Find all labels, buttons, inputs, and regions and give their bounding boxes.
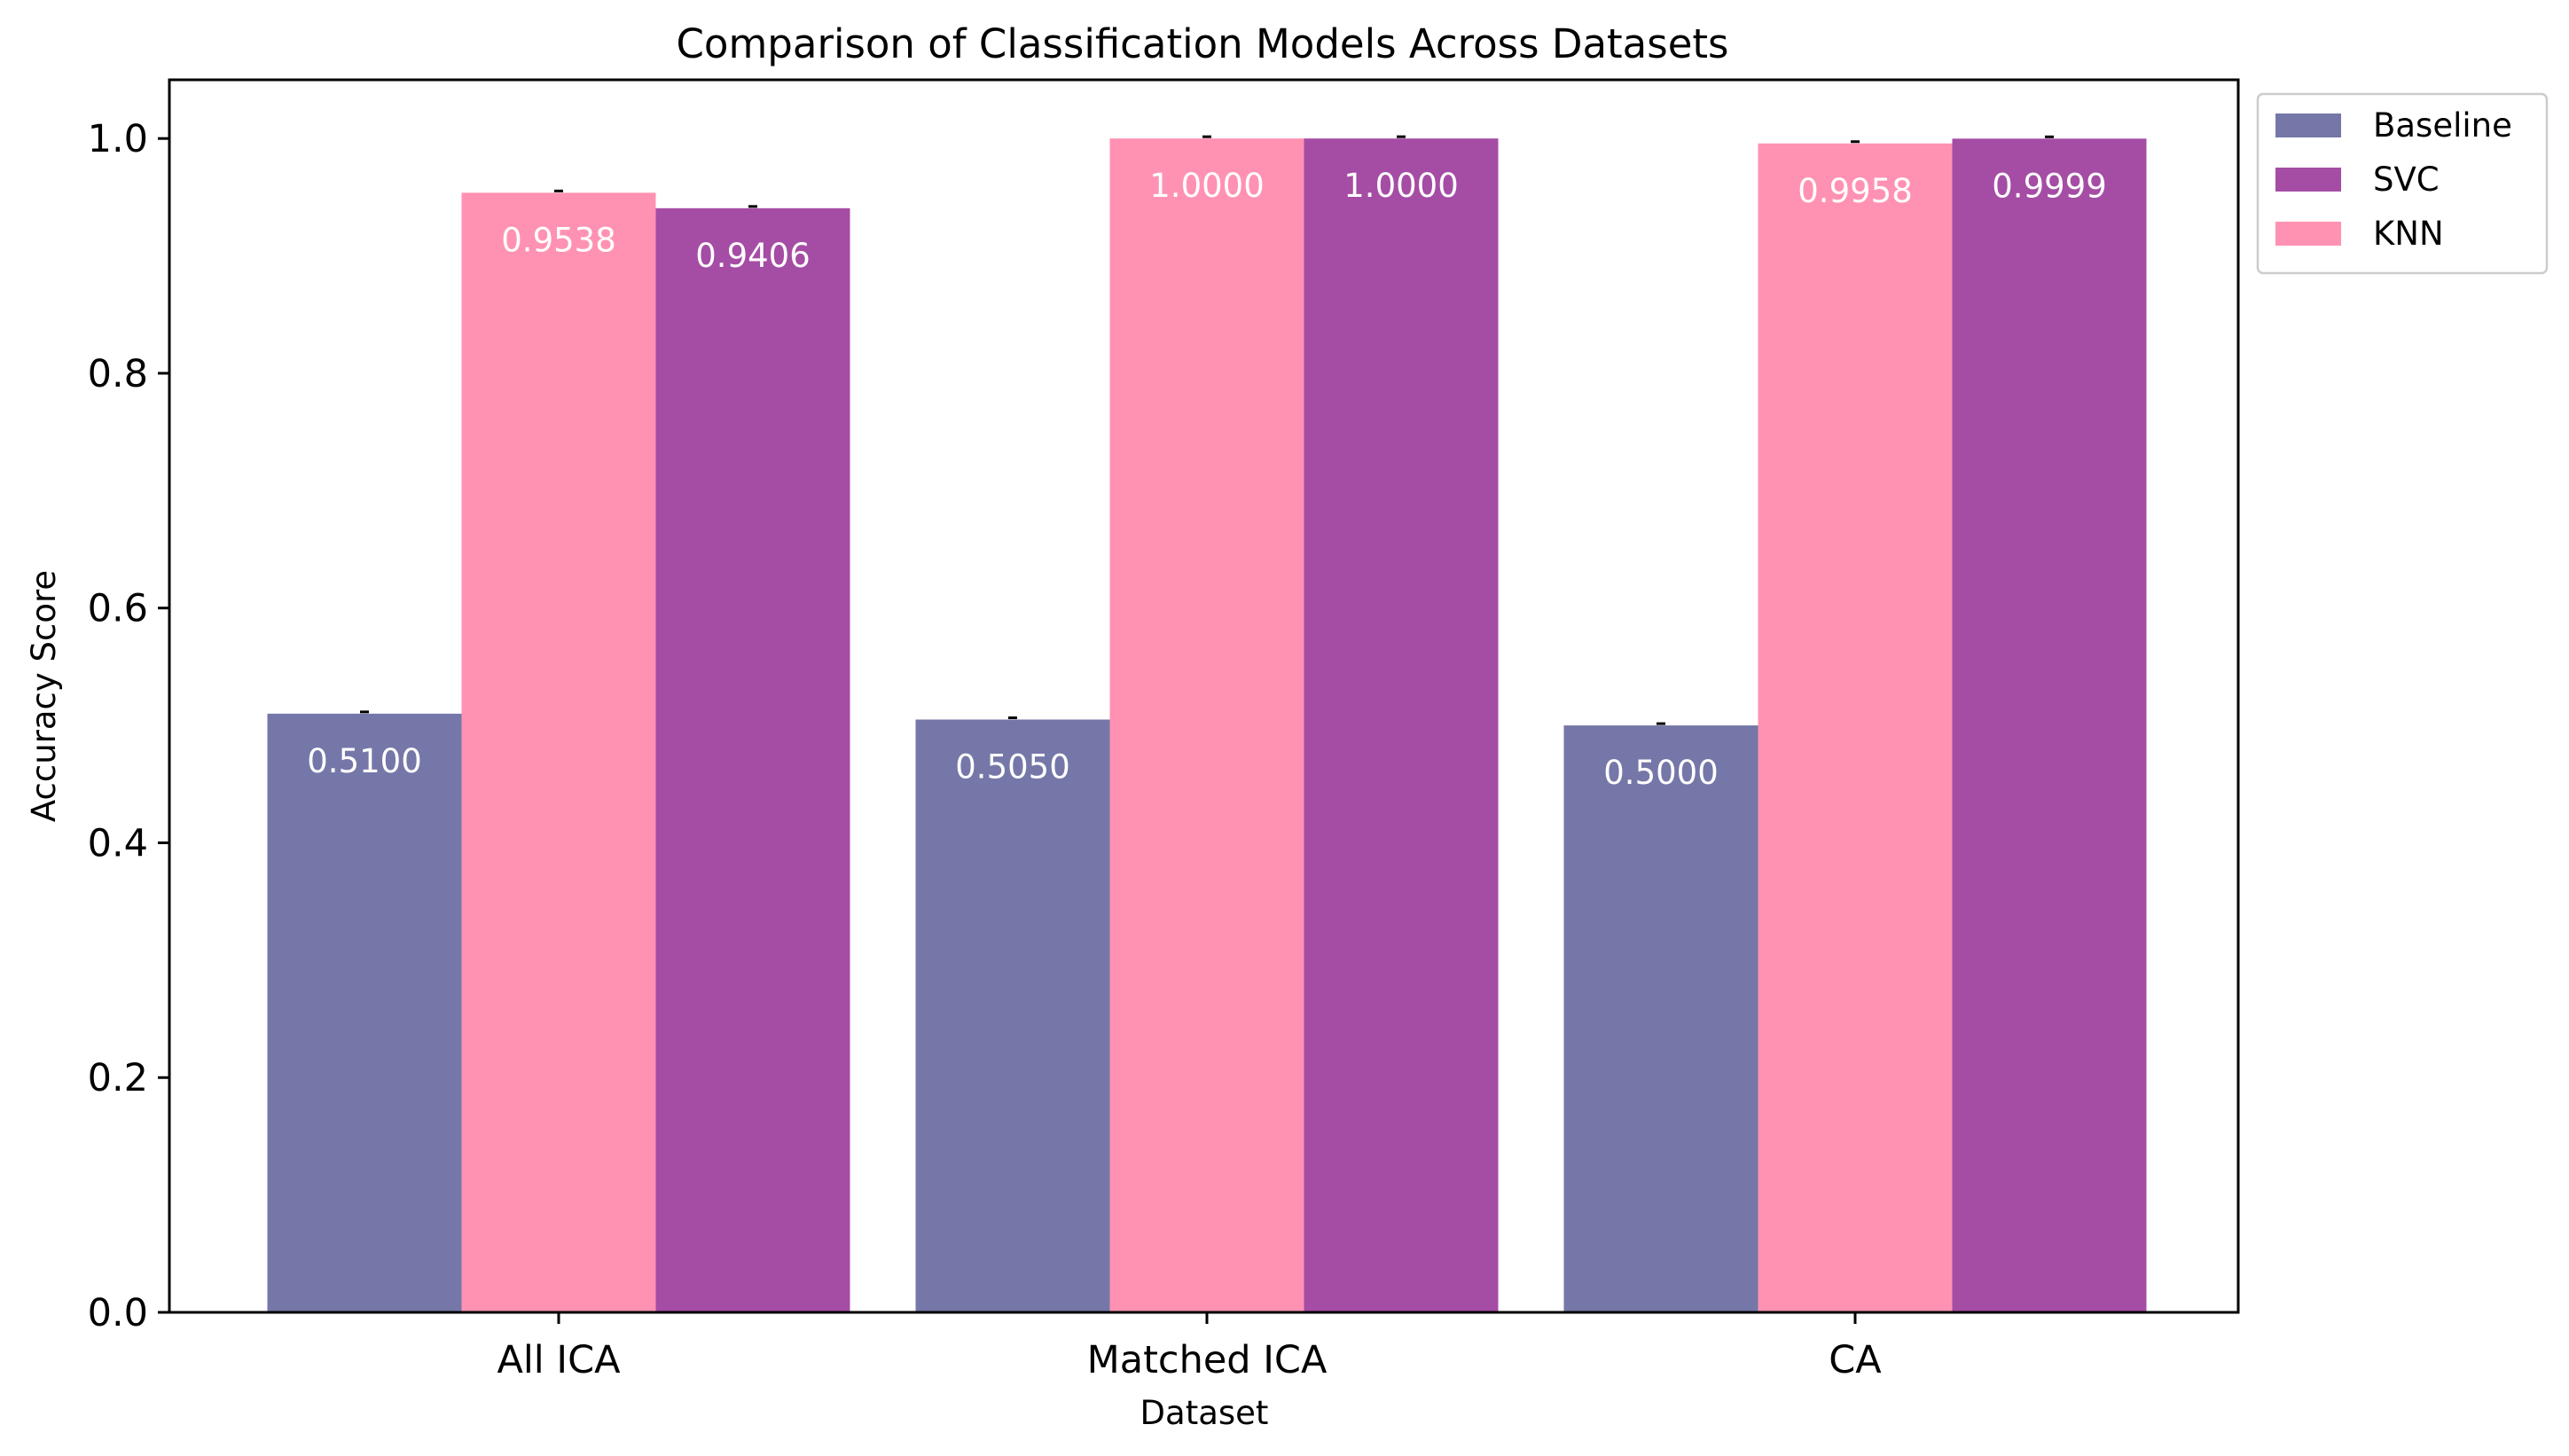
x-tick-label: CA [1829,1338,1882,1382]
legend-swatch-knn [2275,222,2341,246]
chart-title: Comparison of Classification Models Acro… [677,20,1729,67]
bar-label-svc-matched-ica: 1.0000 [1343,167,1458,205]
bar-label-knn-matched-ica: 1.0000 [1149,167,1264,205]
bar-knn-all-ica [461,192,656,1313]
bar-label-knn-all-ica: 0.9538 [501,221,615,259]
y-tick-label: 0.6 [88,587,148,631]
plot-frame [168,78,2240,1314]
bar-svc-ca [1952,138,2147,1312]
bar-label-baseline-matched-ica: 0.5050 [955,748,1069,786]
bar-label-baseline-all-ica: 0.5100 [307,742,421,780]
bar-knn-ca [1758,143,1953,1312]
bar-knn-matched-ica [1109,138,1304,1313]
legend-label-knn: KNN [2373,215,2444,253]
bar-baseline-ca [1563,725,1758,1312]
bar-baseline-matched-ica [915,719,1110,1312]
legend-swatch-svc [2275,168,2341,192]
bar-baseline-all-ica [267,713,462,1312]
x-axis: All ICA Matched ICA CA [497,1312,1882,1382]
bar-label-svc-ca: 0.9999 [1992,167,2106,205]
x-tick-label: Matched ICA [1087,1338,1328,1382]
y-tick-label: 0.0 [88,1291,148,1335]
legend-label-baseline: Baseline [2373,106,2512,145]
x-tick-label: All ICA [497,1338,621,1382]
legend: Baseline SVC KNN [2256,92,2549,275]
y-tick-label: 1.0 [88,117,148,161]
y-tick-label: 0.8 [88,352,148,396]
bar-label-svc-all-ica: 0.9406 [695,237,810,275]
y-tick-label: 0.2 [88,1056,148,1100]
x-axis-title: Dataset [1140,1394,1269,1432]
bar-svc-matched-ica [1304,138,1499,1313]
y-axis: 0.0 0.2 0.4 0.6 0.8 1.0 [88,117,169,1335]
bar-label-knn-ca: 0.9958 [1798,172,1912,210]
y-axis-title: Accuracy Score [25,570,63,822]
bar-label-baseline-ca: 0.5000 [1603,754,1718,792]
legend-label-svc: SVC [2373,160,2440,199]
bar-svc-all-ica [655,207,850,1313]
y-tick-label: 0.4 [88,821,148,865]
legend-swatch-baseline [2275,114,2341,137]
bars-layer [267,135,2147,1313]
bar-labels-layer: 0.5100 0.9538 0.9406 0.5050 1.0000 1.0000 0.50… [307,167,2106,792]
